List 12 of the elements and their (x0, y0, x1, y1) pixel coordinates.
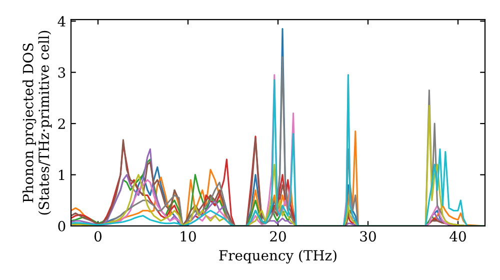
y-axis-title: Phonon projected DOS (States/THz·primitive cell) (22, 30, 52, 215)
x-tick-label: 40 (450, 231, 466, 242)
x-tick-label: 0 (94, 231, 102, 242)
y-tick-label: 2 (58, 118, 65, 129)
x-tick-label: 20 (270, 231, 286, 242)
y-tick-label: 0 (58, 220, 66, 232)
y-tick-label: 4 (58, 16, 66, 26)
y-tick-label: 1 (58, 170, 64, 180)
x-tick-label: 30 (360, 231, 376, 242)
x-axis-title: Frequency (THz) (219, 250, 336, 264)
y-tick-label: 3 (58, 67, 66, 78)
x-tick-label: 10 (180, 231, 196, 242)
